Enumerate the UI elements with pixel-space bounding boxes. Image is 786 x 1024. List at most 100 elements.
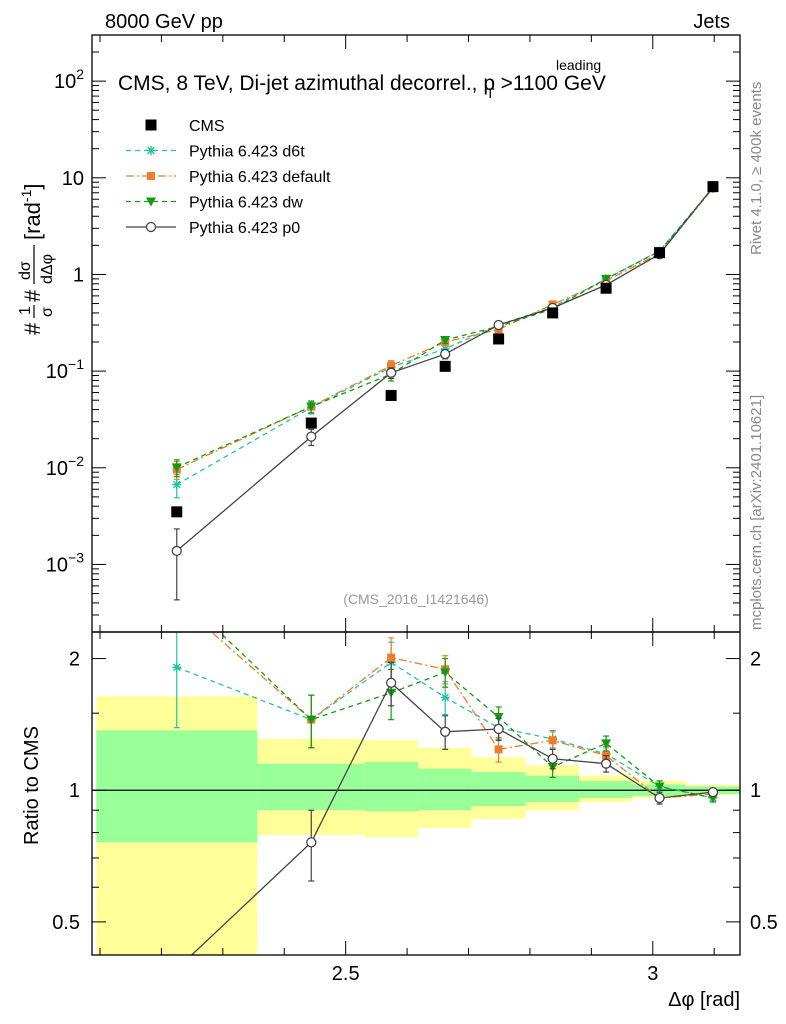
legend-label: Pythia 6.423 p0 [189,220,300,237]
x-tick-label: 3 [647,963,658,985]
ratio-series-group [172,631,719,955]
legend-marker [146,146,156,155]
data-point [306,431,317,442]
y-tick-label: 10−3 [46,549,84,576]
y-tick-label: 10−2 [46,453,84,480]
legend-label: Pythia 6.423 default [189,169,331,186]
plot-title: CMS, 8 TeV, Di-jet azimuthal decorrel., … [118,72,606,101]
ratio-point [440,726,451,737]
ratio-inner-band [471,772,526,807]
ratio-frame [91,631,741,956]
y-label-unit-text: [rad [20,202,45,240]
legend-entry: Pythia 6.423 dw [126,195,303,212]
ratio-point [600,758,612,769]
data-point [493,333,505,345]
ratio-point [654,782,665,792]
y-label-frac2-den: dΔφ [39,254,56,284]
ratio-point [548,736,557,745]
ratio-inner-band [418,768,472,811]
legend-label: Pythia 6.423 d6t [189,144,305,161]
data-point [171,463,182,473]
data-point [385,389,397,401]
data-point [172,480,182,490]
ratio-inner-band [525,775,580,802]
y-label-unit-sup: -1 [18,189,34,202]
data-point [439,360,451,372]
data-point [305,417,317,429]
ratio-y-tick-label: 1 [69,780,80,802]
header-left: 8000 GeV pp [105,11,223,33]
ratio-point [493,723,504,735]
legend-marker [147,172,155,180]
y-tick-base: 10 [46,458,68,480]
y-tick-exp: 2 [76,66,84,82]
y-tick-exp: −2 [68,453,84,469]
ratio-point [385,677,397,688]
data-point [440,344,450,354]
ratio-y-tick-label-right: 2 [750,649,761,671]
ratio-y-tick-label: 0.5 [52,912,80,934]
legend-entry: Pythia 6.423 p0 [126,220,300,237]
ratio-y-tick-label-right: 0.5 [750,912,778,934]
ratio-point [707,786,719,798]
data-point [440,348,451,360]
ratio-point [172,662,182,672]
series-cms [171,181,719,518]
legend-marker [145,221,157,233]
mcplots-side-label: mcplots.cern.ch [arXiv:2401.10621] [748,395,765,630]
data-point [171,506,183,518]
data-point [306,402,317,412]
y-tick-exp: −3 [68,549,84,565]
y-tick-label: 10 [62,168,84,190]
ratio-inner-band [257,763,365,811]
ratio-point [387,653,396,662]
y-tick-label: 10−1 [46,356,84,383]
y-label-unit-close: ] [20,184,45,190]
ratio-point [306,715,317,725]
data-point [707,181,719,193]
data-point [493,319,504,331]
legend-marker [145,119,157,131]
data-point [654,247,666,259]
y-tick-exp: −1 [68,356,84,372]
analysis-id: (CMS_2016_I1421646) [343,591,489,607]
plot-title-tail: >1100 GeV [501,72,606,95]
ratio-series-pythia-6-423-p0 [190,661,719,955]
legend-marker [146,197,156,207]
y-label-frac1-num: 1 [17,306,34,315]
legend-label: CMS [189,118,225,135]
ratio-y-label: Ratio to CMS [21,726,43,845]
y-tick-label: 1 [73,264,84,286]
ratio-axis-ticks: 2.5 3 2 2 1 1 0.5 0.5 [52,632,778,985]
legend-label: Pythia 6.423 dw [189,195,303,212]
ratio-inner-band [364,762,419,812]
x-axis-label: Δφ [rad] [668,989,740,1011]
data-point [600,282,612,294]
legend-entry: Pythia 6.423 default [126,169,331,186]
y-tick-base: 10 [54,71,76,93]
ratio-point [440,668,451,678]
plot-title-main: CMS, 8 TeV, Di-jet azimuthal decorrel., … [118,72,495,95]
y-label-hash2: # [20,289,45,302]
y-tick-base: 1 [73,264,84,286]
data-point [171,545,182,557]
ratio-point [440,692,450,702]
data-point [601,274,612,284]
legend-entry: CMS [145,118,225,135]
ratio-point [494,745,503,754]
y-label-unit: [rad-1] [18,184,45,241]
plot-title-sub: T [486,85,495,101]
header-right: Jets [693,11,730,33]
y-label-frac1-den: σ [39,307,56,317]
ratio-point [306,837,317,848]
main-series-group [171,181,719,601]
y-tick-base: 10 [46,554,68,576]
y-tick-base: 10 [62,168,84,190]
ratio-inner-band [96,730,258,843]
ratio-line [210,632,714,799]
y-axis-label: # 1 σ # dσ dΔφ [rad-1] [17,184,56,336]
ratio-point [493,713,504,723]
y-tick-base: 10 [46,361,68,383]
